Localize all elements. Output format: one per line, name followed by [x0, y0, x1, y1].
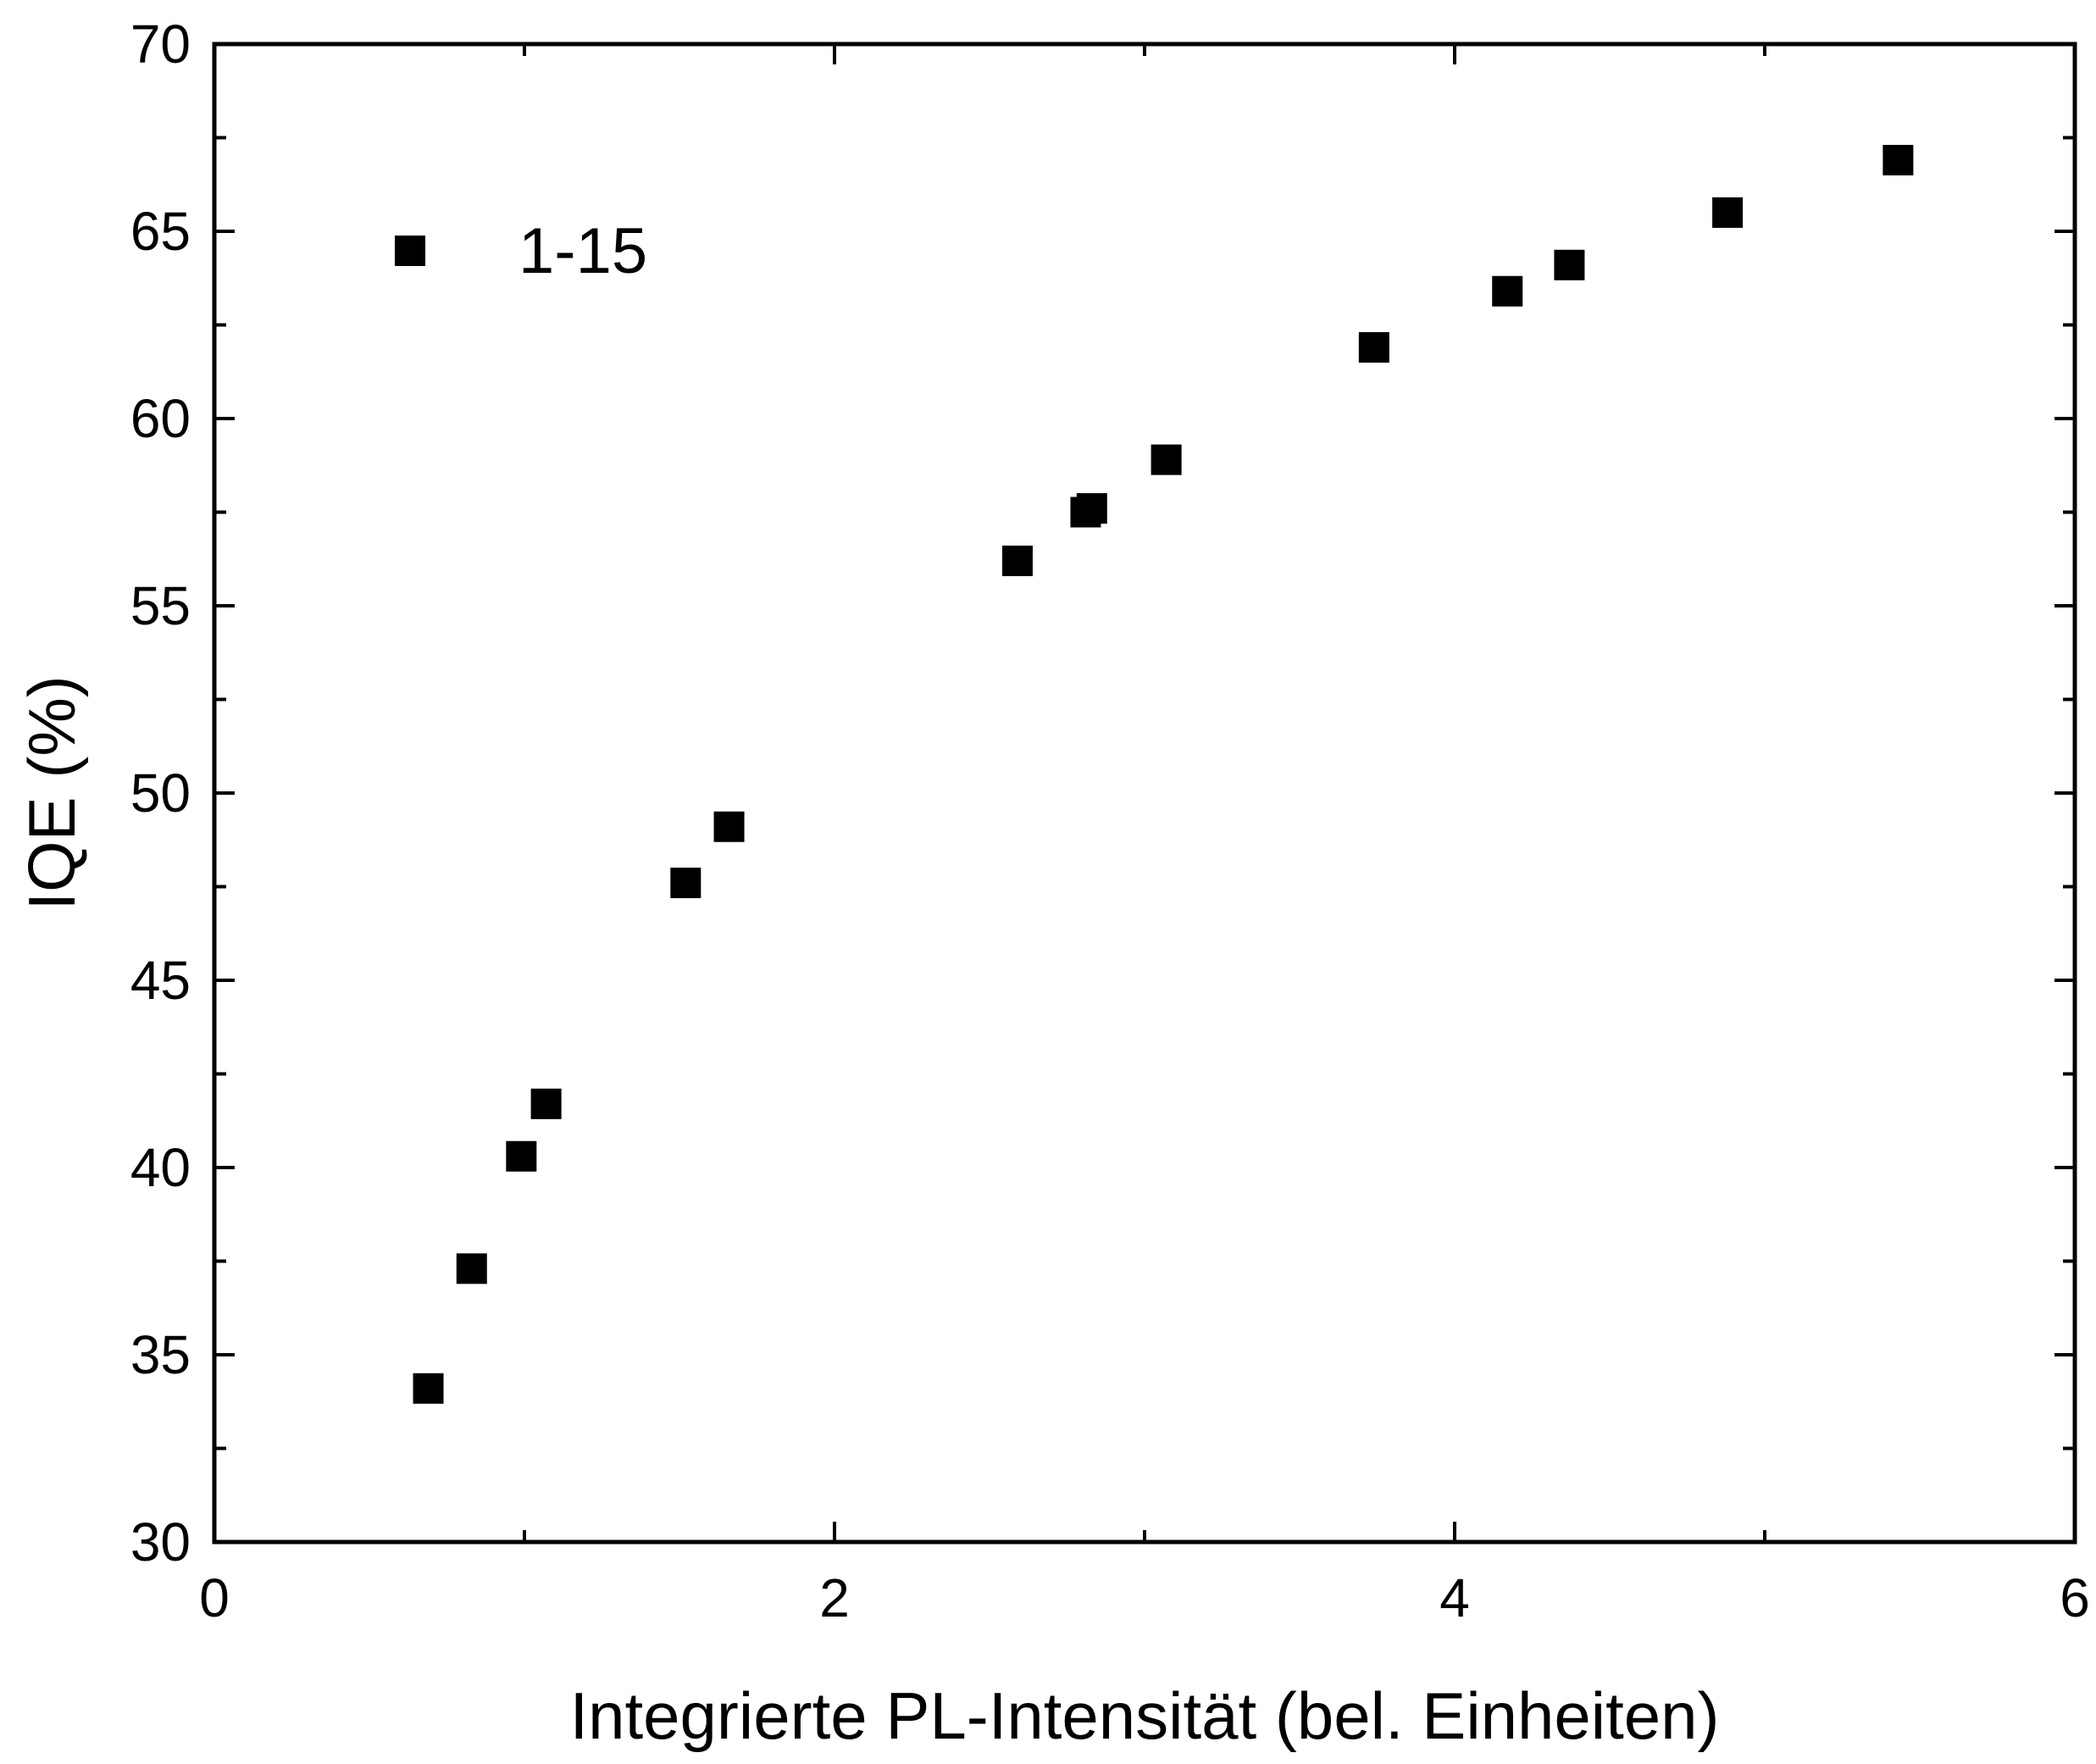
plot-frame — [212, 42, 2077, 1545]
axis-tick-labels: 0 2 4 6 30 35 40 45 50 55 60 65 70 — [130, 14, 2090, 1628]
x-tick-label: 2 — [819, 1567, 850, 1628]
data-point — [413, 1373, 444, 1404]
y-tick-label: 70 — [130, 14, 191, 75]
x-tick-label: 6 — [2060, 1567, 2090, 1628]
data-point — [1712, 197, 1744, 228]
legend-label: 1-15 — [518, 215, 647, 287]
data-point — [1554, 249, 1585, 280]
data-point — [1076, 493, 1107, 524]
y-tick-label: 60 — [130, 388, 191, 449]
data-points — [413, 145, 1914, 1404]
x-axis-label: Integrierte PL-Intensität (bel. Einheite… — [569, 1678, 1719, 1753]
y-tick-label: 55 — [130, 575, 191, 636]
data-point — [506, 1140, 537, 1172]
data-point — [1492, 275, 1523, 307]
y-tick-label: 30 — [130, 1512, 191, 1573]
y-tick-label: 45 — [130, 950, 191, 1011]
y-axis-label: IQE (%) — [14, 675, 89, 910]
x-tick-label: 0 — [199, 1567, 230, 1628]
y-tick-label: 40 — [130, 1137, 191, 1198]
data-point — [456, 1253, 487, 1284]
data-point — [1358, 332, 1389, 363]
y-tick-label: 65 — [130, 201, 191, 262]
data-point — [530, 1088, 562, 1119]
legend: 1-15 — [395, 215, 647, 287]
data-point — [1883, 145, 1914, 176]
data-point — [713, 811, 745, 842]
legend-marker — [395, 236, 425, 266]
data-point — [1151, 444, 1182, 475]
data-point — [670, 868, 701, 899]
y-tick-label: 50 — [130, 763, 191, 824]
data-point — [1001, 545, 1033, 576]
y-tick-label: 35 — [130, 1324, 191, 1385]
x-tick-label: 4 — [1439, 1567, 1470, 1628]
